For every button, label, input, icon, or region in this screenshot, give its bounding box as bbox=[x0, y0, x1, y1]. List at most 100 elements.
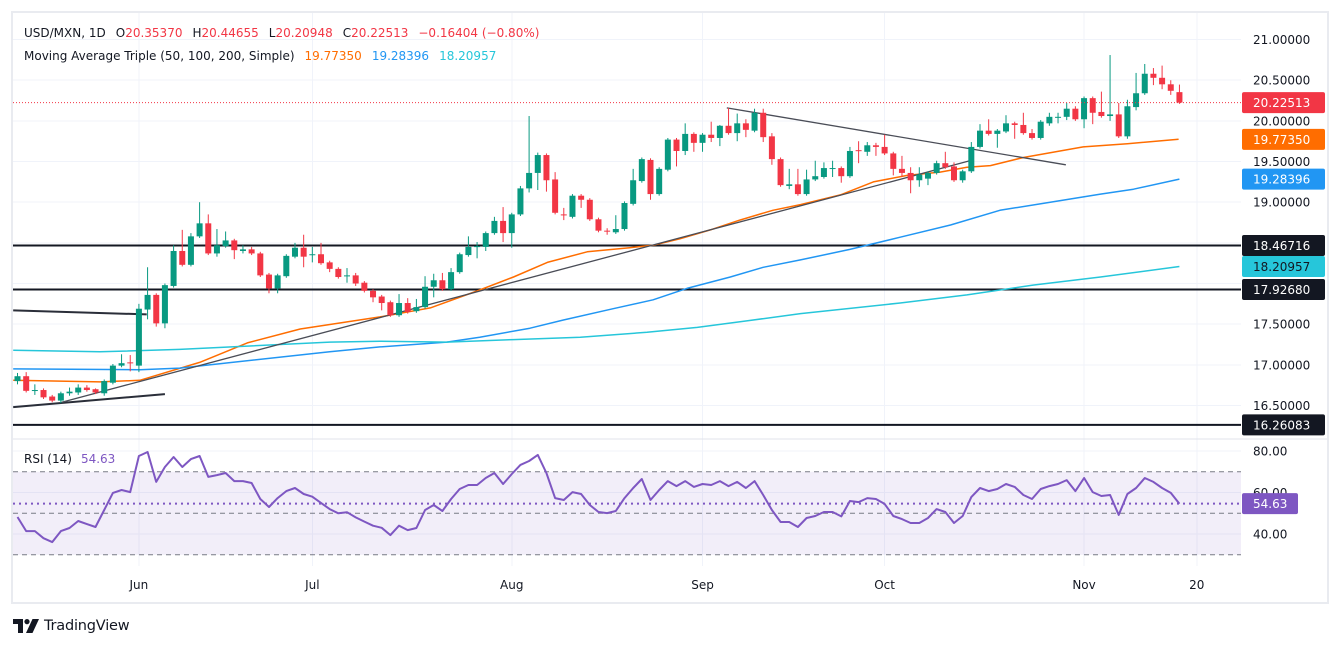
price-axis-label: 19.00000 bbox=[1253, 196, 1310, 210]
candle-body bbox=[959, 171, 966, 181]
rsi-value: 54.63 bbox=[80, 452, 116, 466]
candle bbox=[448, 268, 455, 291]
candle-body bbox=[950, 166, 957, 181]
candle bbox=[890, 151, 897, 176]
level-price-tag[interactable]: 17.92680 bbox=[1242, 278, 1325, 300]
candle bbox=[335, 267, 342, 279]
candle-body bbox=[838, 168, 845, 177]
ma50-price-tag-text: 19.77350 bbox=[1253, 133, 1310, 147]
candle bbox=[1055, 112, 1062, 124]
ohlc-open: O20.35370 bbox=[116, 26, 183, 40]
level-price-tag-background bbox=[1242, 235, 1325, 257]
candle bbox=[595, 217, 602, 233]
candle bbox=[708, 121, 715, 143]
candle-body bbox=[352, 275, 359, 284]
price-change: −0.16404 (−0.80%) bbox=[418, 25, 540, 40]
ohlc-key: H bbox=[192, 25, 202, 40]
ma100-price-tag[interactable]: 19.28396 bbox=[1242, 168, 1325, 190]
level-price-tag-text: 17.92680 bbox=[1253, 283, 1310, 297]
candle bbox=[239, 245, 246, 254]
candle-body bbox=[916, 174, 923, 181]
time-axis-label: Nov bbox=[1072, 578, 1095, 592]
candle bbox=[994, 129, 1001, 148]
candle-body bbox=[664, 139, 671, 170]
trendline[interactable] bbox=[13, 309, 147, 316]
candle bbox=[317, 242, 324, 265]
candle-body bbox=[890, 153, 897, 169]
rsi-title[interactable]: RSI (14) bbox=[24, 452, 72, 466]
rsi-value-tag[interactable]: 54.63 bbox=[1242, 493, 1298, 515]
candle-body bbox=[1029, 133, 1036, 138]
candle bbox=[265, 272, 272, 294]
ohlc-key: C bbox=[342, 25, 352, 40]
candle bbox=[950, 162, 957, 182]
candle-body bbox=[283, 255, 290, 277]
candle-body bbox=[985, 130, 992, 134]
candle bbox=[838, 166, 845, 183]
candle bbox=[361, 281, 368, 293]
symbol-legend-row: USD/MXN, 1D O20.35370 H20.44655 L20.2094… bbox=[24, 21, 539, 44]
candle bbox=[196, 202, 203, 238]
candle-body bbox=[604, 230, 611, 232]
candle-body bbox=[135, 308, 142, 366]
symbol-title[interactable]: USD/MXN, 1D bbox=[24, 25, 106, 40]
candle-body bbox=[500, 220, 507, 234]
candle bbox=[109, 364, 116, 385]
candle-body bbox=[265, 274, 272, 289]
trendline[interactable] bbox=[726, 107, 1066, 166]
candle-body bbox=[1055, 116, 1062, 118]
price-pane[interactable] bbox=[13, 55, 1241, 426]
candle-body bbox=[344, 275, 351, 277]
candle bbox=[187, 233, 194, 267]
trendline[interactable] bbox=[13, 393, 166, 409]
candle bbox=[456, 252, 463, 274]
ma100-line bbox=[13, 178, 1180, 371]
candle bbox=[751, 108, 758, 133]
chart-frame bbox=[11, 11, 1329, 604]
candle-body bbox=[1133, 93, 1140, 108]
level-price-tag-background bbox=[1242, 278, 1325, 300]
candle bbox=[344, 268, 351, 283]
last-price-tag[interactable]: 20.22513 bbox=[1242, 92, 1325, 114]
candle bbox=[248, 246, 255, 256]
candle-body bbox=[968, 146, 975, 172]
level-price-tag-background bbox=[1242, 414, 1325, 436]
candle bbox=[846, 146, 853, 178]
rsi-value-tag-background bbox=[1242, 493, 1298, 515]
candle-body bbox=[569, 195, 576, 217]
candle-body bbox=[1081, 98, 1088, 120]
ma200-price-tag[interactable]: 18.20957 bbox=[1242, 255, 1325, 277]
ma50-price-tag[interactable]: 19.77350 bbox=[1242, 128, 1325, 150]
candle-body bbox=[638, 159, 645, 182]
candle bbox=[786, 168, 793, 190]
rsi-pane[interactable] bbox=[13, 451, 1241, 556]
ma100-value: 19.28396 bbox=[371, 48, 430, 63]
indicator-title[interactable]: Moving Average Triple (50, 100, 200, Sim… bbox=[24, 48, 295, 63]
candle bbox=[968, 142, 975, 173]
candle bbox=[881, 134, 888, 156]
candle bbox=[630, 168, 637, 206]
candle bbox=[638, 157, 645, 183]
price-axis[interactable]: 21.00000 20.50000 20.00000 19.50000 19.00000… bbox=[1242, 33, 1325, 436]
time-axis[interactable]: Jun Jul Aug Sep Oct Nov 20 bbox=[129, 578, 1205, 592]
candle-body bbox=[794, 184, 801, 195]
trendline[interactable] bbox=[61, 159, 974, 403]
candle bbox=[699, 133, 706, 152]
candle bbox=[49, 394, 56, 403]
candle bbox=[829, 160, 836, 177]
candle-body bbox=[760, 112, 767, 138]
tradingview-logo[interactable]: TradingView bbox=[13, 617, 130, 635]
candle-body bbox=[872, 145, 879, 147]
candle bbox=[161, 283, 168, 329]
level-price-tag[interactable]: 18.46716 bbox=[1242, 235, 1325, 257]
level-price-tag[interactable]: 16.26083 bbox=[1242, 414, 1325, 436]
candle-body bbox=[205, 223, 212, 254]
candle bbox=[1098, 91, 1105, 118]
candle bbox=[283, 254, 290, 278]
candle bbox=[526, 116, 533, 193]
candle bbox=[1037, 120, 1044, 140]
candle bbox=[569, 194, 576, 219]
candle-body bbox=[274, 275, 281, 289]
